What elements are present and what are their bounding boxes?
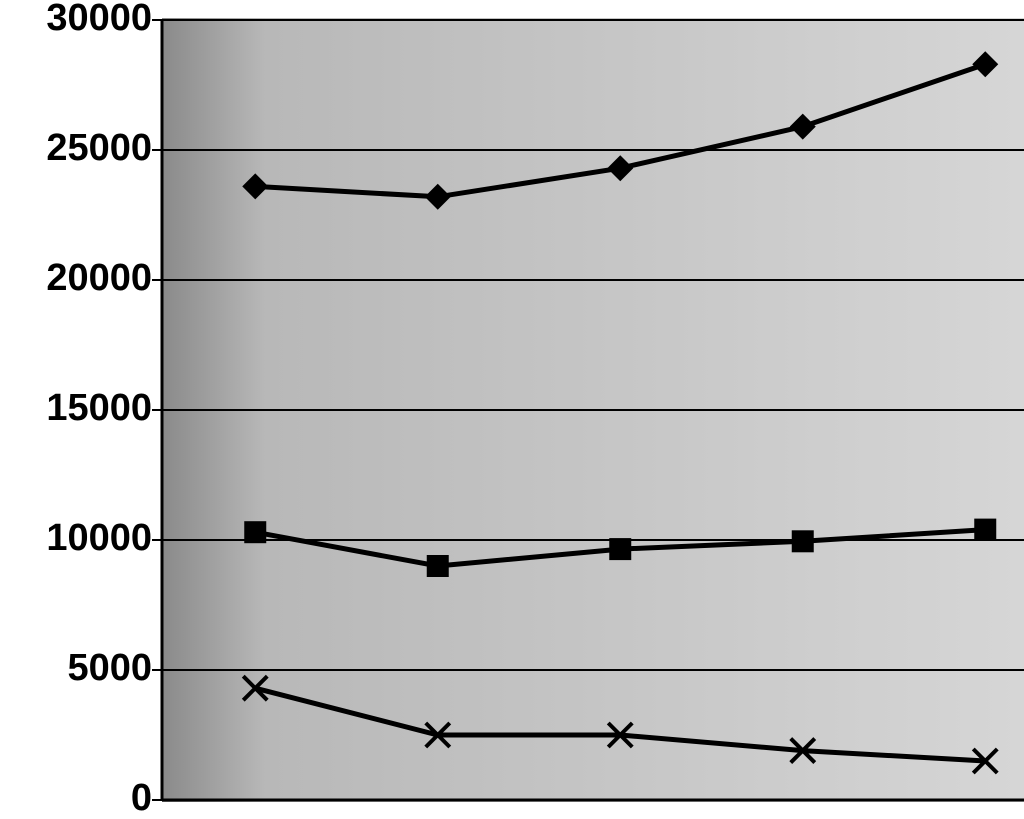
marker [789,737,817,765]
marker [241,674,269,702]
y-tick-label: 20000 [46,257,152,299]
y-tick-label: 30000 [46,0,152,39]
marker [242,173,269,200]
marker [789,113,816,140]
y-tick-label: 10000 [46,517,152,559]
marker [426,555,449,577]
marker [244,521,267,544]
marker [972,51,999,78]
marker [974,518,997,541]
plot-group [241,51,999,775]
y-tick-label: 25000 [46,127,152,169]
marker [424,721,452,749]
marker [607,155,634,182]
marker [424,183,451,210]
y-tick-label: 0 [131,777,152,819]
marker [971,747,999,775]
y-tick-label: 5000 [67,647,152,689]
marker [606,721,634,749]
marker [609,538,632,561]
marker [791,530,814,553]
y-tick-label: 15000 [46,387,152,429]
